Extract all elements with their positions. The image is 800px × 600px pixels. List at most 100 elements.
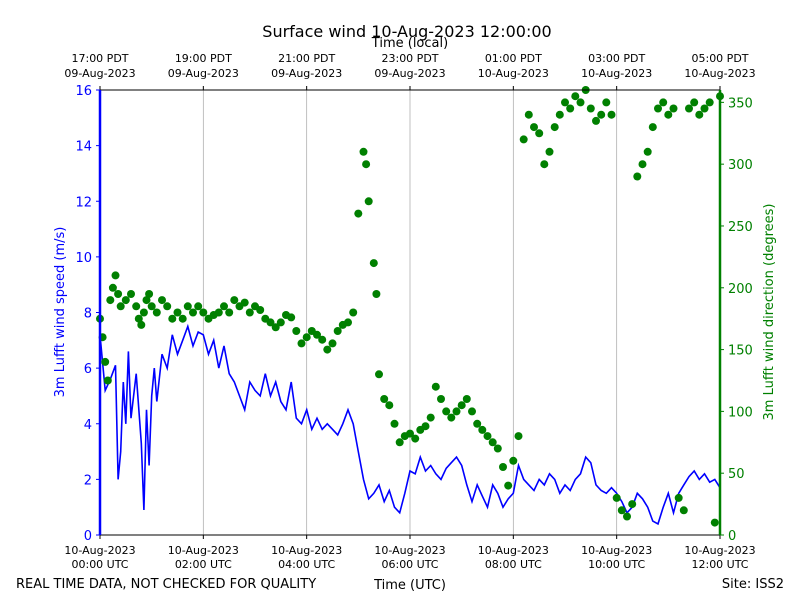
wind-direction-point (380, 395, 389, 403)
bottom-tick-label-date: 10-Aug-2023 (271, 544, 342, 557)
wind-direction-point (530, 123, 538, 132)
wind-direction-point (623, 512, 631, 521)
wind-direction-point (679, 506, 688, 515)
wind-direction-point (643, 147, 652, 156)
wind-speed-line (99, 323, 721, 526)
wind-direction-point (292, 327, 301, 335)
bottom-tick-label-time: 06:00 UTC (381, 558, 438, 571)
wind-direction-point (318, 335, 327, 344)
top-tick-label-time: 03:00 PDT (588, 52, 645, 65)
wind-direction-point (607, 110, 616, 119)
wind-direction-point (168, 314, 177, 323)
wind-direction-point (545, 147, 554, 156)
wind-direction-point (385, 401, 394, 410)
wind-direction-point (462, 395, 471, 403)
right-tick-label: 350 (728, 96, 753, 111)
wind-direction-point (178, 314, 187, 323)
wind-direction-point (638, 160, 647, 169)
wind-direction-point (106, 296, 115, 305)
wind-direction-point (447, 413, 456, 422)
wind-direction-point (411, 434, 420, 443)
wind-direction-point (245, 308, 254, 317)
wind-direction-point (101, 357, 110, 366)
wind-direction-point (426, 413, 435, 422)
left-tick-label: 12 (75, 195, 92, 210)
bottom-tick-label-date: 10-Aug-2023 (168, 544, 239, 557)
wind-direction-point (555, 110, 564, 119)
wind-direction-point (519, 135, 528, 144)
wind-direction-point (550, 123, 559, 132)
wind-direction-point (483, 432, 492, 441)
wind-direction-point (354, 209, 363, 218)
wind-direction-point (152, 308, 161, 317)
top-tick-label-date: 09-Aug-2023 (271, 67, 342, 80)
wind-direction-point (362, 160, 371, 169)
bottom-tick-label-time: 04:00 UTC (278, 558, 335, 571)
left-tick-label: 14 (75, 140, 92, 155)
top-tick-label-date: 09-Aug-2023 (374, 67, 445, 80)
right-tick-label: 0 (728, 529, 736, 544)
wind-direction-point (473, 419, 482, 428)
wind-direction-point (276, 318, 285, 327)
wind-direction-point (437, 395, 445, 403)
wind-direction-point (592, 116, 600, 125)
wind-direction-point (158, 296, 166, 305)
wind-direction-point (700, 104, 709, 113)
wind-direction-point (457, 401, 466, 410)
wind-direction-point (183, 302, 192, 311)
wind-direction-point (372, 290, 381, 298)
wind-direction-point (690, 98, 699, 107)
bottom-tick-label-date: 10-Aug-2023 (374, 544, 445, 557)
top-axis-label: Time (local) (371, 36, 448, 51)
left-tick-label: 8 (84, 307, 92, 322)
wind-direction-point (302, 333, 311, 342)
wind-direction-point (108, 283, 117, 292)
wind-direction-point (431, 382, 440, 391)
left-tick-label: 0 (84, 529, 92, 544)
wind-direction-point (121, 296, 130, 305)
right-tick-label: 300 (728, 158, 753, 173)
chart-title: Surface wind 10-Aug-2023 12:00:00 (262, 22, 551, 41)
wind-direction-point (659, 98, 668, 107)
wind-direction-point (375, 370, 383, 379)
bottom-tick-label-time: 10:00 UTC (588, 558, 645, 571)
top-tick-label-date: 10-Aug-2023 (684, 67, 755, 80)
series-layer (96, 86, 724, 527)
wind-direction-point (685, 104, 693, 113)
wind-direction-point (710, 518, 719, 527)
wind-direction-point (240, 298, 249, 307)
wind-direction-point (225, 308, 234, 317)
wind-direction-point (127, 290, 135, 298)
left-tick-label: 6 (84, 362, 92, 377)
wind-direction-point (145, 290, 154, 298)
wind-direction-point (664, 110, 673, 119)
wind-direction-point (313, 330, 321, 339)
bottom-tick-label-time: 00:00 UTC (71, 558, 128, 571)
wind-direction-point (488, 438, 497, 447)
bottom-tick-label-date: 10-Aug-2023 (581, 544, 652, 557)
wind-direction-point (499, 463, 507, 471)
wind-direction-point (116, 302, 125, 311)
wind-direction-point (364, 197, 373, 206)
wind-direction-point (287, 313, 296, 322)
bottom-tick-label-date: 10-Aug-2023 (684, 544, 755, 557)
top-tick-label-date: 10-Aug-2023 (478, 67, 549, 80)
wind-direction-point (695, 110, 704, 119)
top-tick-label-time: 17:00 PDT (71, 52, 128, 65)
wind-direction-point (111, 271, 120, 280)
wind-direction-point (514, 432, 523, 441)
bottom-tick-label-date: 10-Aug-2023 (478, 544, 549, 557)
wind-direction-point (493, 444, 502, 453)
wind-direction-point (468, 407, 476, 416)
bottom-tick-label-date: 10-Aug-2023 (64, 544, 135, 557)
wind-direction-point (369, 259, 378, 268)
wind-direction-point (597, 110, 606, 119)
wind-direction-point (199, 308, 208, 317)
bottom-tick-label-time: 02:00 UTC (175, 558, 232, 571)
left-tick-label: 16 (75, 84, 92, 99)
wind-direction-point (535, 129, 544, 138)
wind-direction-point (271, 323, 280, 332)
wind-direction-point (602, 98, 611, 107)
